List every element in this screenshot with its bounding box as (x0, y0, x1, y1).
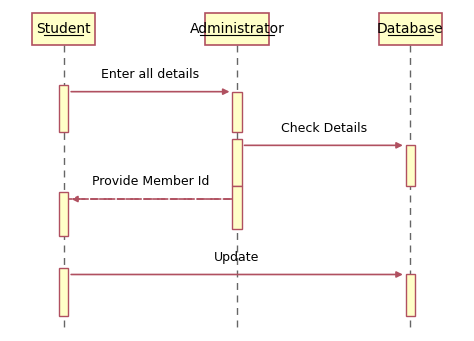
Text: Check Details: Check Details (281, 122, 367, 135)
Bar (232, 186, 242, 229)
Bar (406, 275, 415, 316)
Bar (232, 139, 242, 186)
Text: Administrator: Administrator (190, 22, 284, 36)
Text: Update: Update (214, 251, 260, 264)
Bar (406, 145, 415, 186)
Bar (59, 85, 68, 132)
Bar (205, 13, 269, 45)
Text: Provide Member Id: Provide Member Id (91, 175, 209, 188)
Bar (232, 92, 242, 132)
Text: Student: Student (36, 22, 91, 36)
Bar (379, 13, 442, 45)
Bar (32, 13, 95, 45)
Bar (59, 192, 68, 236)
Text: Database: Database (377, 22, 444, 36)
Text: Enter all details: Enter all details (101, 68, 200, 81)
Bar (59, 268, 68, 316)
